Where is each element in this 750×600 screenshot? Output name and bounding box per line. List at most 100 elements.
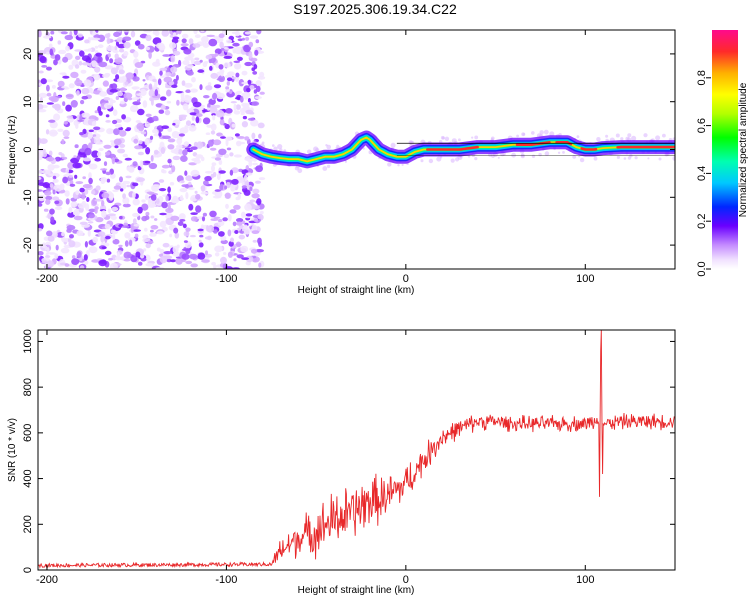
noise-blob <box>130 225 134 233</box>
noise-blob <box>140 257 147 262</box>
noise-blob <box>180 155 188 162</box>
noise-blob <box>195 205 202 213</box>
noise-blob <box>150 98 154 106</box>
noise-blob <box>188 162 197 166</box>
noise-blob <box>135 120 141 123</box>
noise-blob <box>258 133 262 139</box>
noise-blob <box>81 192 86 200</box>
spectrogram-noise-region <box>38 30 266 269</box>
noise-blob <box>112 109 118 116</box>
noise-blob <box>88 177 93 185</box>
noise-blob <box>249 35 259 39</box>
noise-blob <box>214 48 222 55</box>
noise-blob <box>105 171 111 176</box>
noise-blob <box>62 129 70 137</box>
noise-blob <box>88 129 94 133</box>
noise-blob <box>255 165 263 173</box>
noise-blob <box>172 36 180 40</box>
noise-blob <box>122 153 128 158</box>
noise-blob <box>73 215 83 221</box>
ridge-halo-dot <box>273 146 278 151</box>
noise-blob <box>156 230 164 235</box>
noise-blob <box>61 138 65 145</box>
ridge-halo-dot <box>643 133 648 138</box>
ridge-halo-dot <box>272 144 275 147</box>
noise-blob <box>251 230 260 235</box>
noise-blob <box>181 184 189 188</box>
ridge-halo-dot <box>647 157 650 160</box>
noise-blob <box>41 65 48 68</box>
noise-blob <box>87 48 93 52</box>
noise-blob <box>46 92 52 97</box>
noise-blob <box>189 112 197 116</box>
noise-blob <box>76 251 82 259</box>
noise-blob <box>236 254 244 259</box>
noise-blob <box>102 74 106 78</box>
noise-blob <box>155 198 160 205</box>
noise-blob <box>173 227 179 234</box>
noise-blob <box>241 257 250 260</box>
noise-blob <box>244 31 252 35</box>
noise-blob <box>91 121 97 127</box>
noise-blob <box>38 30 42 38</box>
ridge-halo-dot <box>455 157 460 162</box>
noise-blob <box>145 46 150 51</box>
noise-blob <box>188 181 192 186</box>
noise-blob <box>103 144 112 149</box>
noise-blob <box>81 62 90 66</box>
noise-blob <box>172 155 181 161</box>
noise-blob <box>213 216 221 219</box>
noise-blob <box>159 141 165 149</box>
noise-blob <box>246 87 251 93</box>
noise-blob <box>180 92 185 100</box>
noise-blob <box>235 62 241 69</box>
ridge-halo-dot <box>605 134 609 138</box>
noise-blob <box>113 138 122 146</box>
noise-blob <box>256 198 262 206</box>
noise-blob <box>46 247 50 254</box>
noise-blob <box>179 188 188 193</box>
noise-blob <box>110 229 117 234</box>
x-tick-label: 100 <box>576 273 594 285</box>
noise-blob <box>174 232 180 239</box>
ridge-halo-dot <box>444 136 450 141</box>
noise-blob <box>116 119 122 123</box>
noise-blob <box>91 150 100 158</box>
noise-blob <box>124 240 129 247</box>
noise-blob <box>118 244 123 248</box>
noise-blob <box>185 89 191 93</box>
noise-blob <box>202 42 210 48</box>
noise-blob <box>167 158 172 164</box>
noise-blob <box>223 153 230 159</box>
noise-blob <box>91 60 98 68</box>
noise-blob <box>167 127 173 133</box>
noise-blob <box>243 44 251 53</box>
noise-blob <box>75 123 79 129</box>
noise-blob <box>88 208 97 213</box>
ridge-halo-dot <box>557 151 561 154</box>
noise-blob <box>225 136 233 142</box>
noise-blob <box>168 214 173 217</box>
noise-blob <box>123 30 130 33</box>
noise-blob <box>54 103 61 111</box>
noise-blob <box>188 125 197 132</box>
noise-blob <box>87 221 94 224</box>
noise-blob <box>190 58 195 65</box>
noise-blob <box>53 59 58 66</box>
noise-blob <box>200 191 209 195</box>
noise-blob <box>163 251 173 255</box>
noise-blob <box>205 54 213 60</box>
noise-blob <box>95 52 102 57</box>
noise-blob <box>52 178 59 183</box>
noise-blob <box>100 168 108 171</box>
noise-blob <box>249 186 253 192</box>
noise-blob <box>247 117 255 121</box>
noise-blob <box>157 78 162 86</box>
noise-blob <box>169 42 177 49</box>
noise-blob <box>172 122 176 126</box>
noise-blob <box>131 97 140 101</box>
noise-blob <box>114 45 118 51</box>
noise-blob <box>81 87 90 95</box>
noise-blob <box>241 185 247 189</box>
noise-blob <box>100 235 105 243</box>
